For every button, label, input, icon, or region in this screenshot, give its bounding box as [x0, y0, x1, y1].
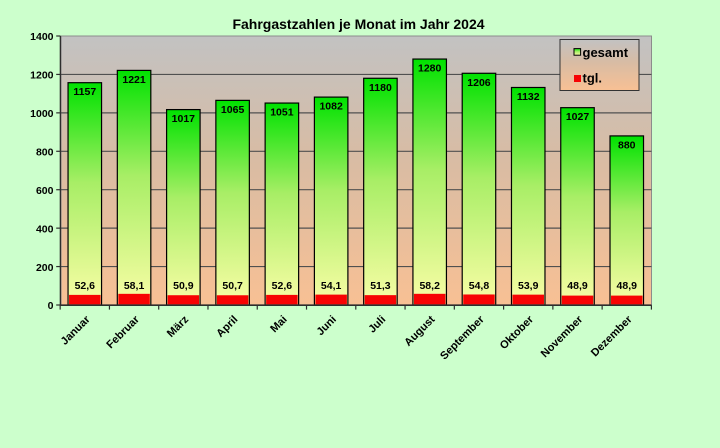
svg-text:1180: 1180 [369, 82, 392, 94]
svg-text:52,6: 52,6 [75, 280, 96, 292]
svg-text:58,1: 58,1 [124, 280, 145, 292]
svg-text:tgl.: tgl. [583, 71, 603, 86]
svg-text:1221: 1221 [122, 74, 146, 86]
svg-text:1200: 1200 [30, 70, 54, 82]
svg-text:48,9: 48,9 [617, 280, 638, 292]
svg-text:1017: 1017 [172, 113, 196, 125]
svg-text:54,1: 54,1 [321, 280, 342, 292]
svg-text:58,2: 58,2 [419, 280, 440, 292]
svg-text:1000: 1000 [30, 108, 54, 120]
svg-text:600: 600 [36, 185, 54, 197]
svg-text:Fahrgastzahlen je Monat im Jah: Fahrgastzahlen je Monat im Jahr 2024 [232, 16, 484, 32]
svg-text:800: 800 [36, 146, 54, 158]
svg-text:50,7: 50,7 [222, 280, 243, 292]
svg-text:1280: 1280 [418, 63, 442, 75]
svg-text:1065: 1065 [221, 104, 245, 116]
svg-text:gesamt: gesamt [583, 45, 629, 60]
svg-text:51,3: 51,3 [370, 280, 391, 292]
svg-text:880: 880 [618, 139, 636, 151]
svg-text:1206: 1206 [467, 77, 491, 89]
svg-text:0: 0 [48, 300, 54, 312]
svg-text:400: 400 [36, 223, 54, 235]
svg-text:1132: 1132 [517, 91, 540, 103]
svg-text:1027: 1027 [566, 111, 590, 123]
svg-text:1082: 1082 [319, 101, 343, 113]
svg-text:1051: 1051 [270, 107, 294, 119]
svg-text:1157: 1157 [73, 86, 96, 98]
svg-text:200: 200 [36, 262, 54, 274]
svg-text:52,6: 52,6 [272, 280, 293, 292]
svg-text:48,9: 48,9 [567, 280, 588, 292]
svg-text:53,9: 53,9 [518, 280, 539, 292]
svg-text:54,8: 54,8 [469, 280, 490, 292]
svg-text:50,9: 50,9 [173, 280, 194, 292]
svg-text:1400: 1400 [30, 31, 54, 43]
